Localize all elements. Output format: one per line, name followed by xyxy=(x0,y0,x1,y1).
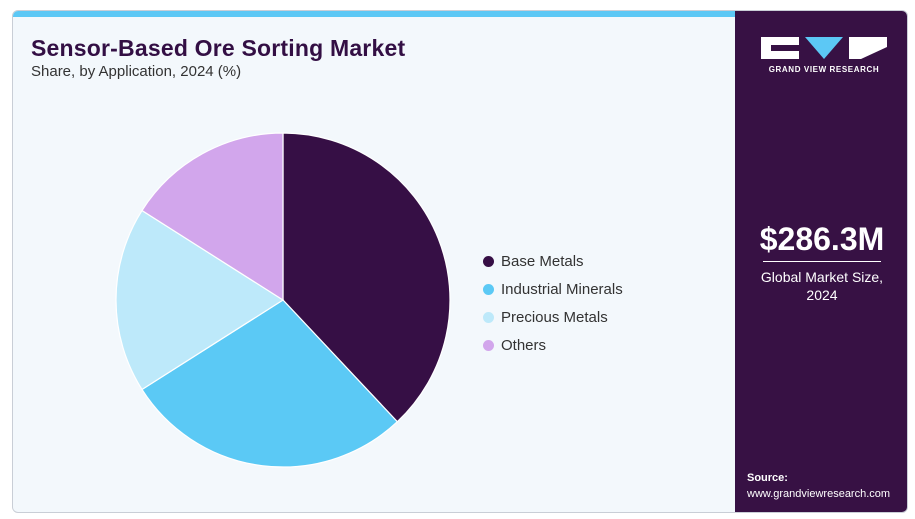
pie-slice-industrial-minerals xyxy=(141,299,399,468)
chart-title: Sensor-Based Ore Sorting Market xyxy=(31,35,406,61)
source-url: www.grandviewresearch.com xyxy=(747,488,891,500)
legend-swatch xyxy=(483,283,494,295)
accent-bar xyxy=(13,11,735,17)
pie-slice-precious-metals xyxy=(115,209,285,391)
chart-subtitle: Share, by Application, 2024 (%) xyxy=(31,63,242,80)
pie-chart xyxy=(115,132,451,468)
chart-card: Sensor-Based Ore Sorting Market Share, b… xyxy=(12,10,908,513)
legend-label: Industrial Minerals xyxy=(501,280,623,298)
market-size-divider xyxy=(763,261,881,262)
logo-text: GRAND VIEW RESEARCH xyxy=(768,65,880,74)
legend-item: Others xyxy=(483,331,623,359)
legend-swatch xyxy=(483,311,494,323)
chart-legend: Base Metals Industrial Minerals Precious M… xyxy=(483,247,623,359)
pie-slice-others xyxy=(141,132,284,302)
pie-slice-base-metals xyxy=(282,132,451,423)
legend-swatch xyxy=(483,255,494,267)
legend-item: Precious Metals xyxy=(483,303,623,331)
gvr-logo: GRAND VIEW RESEARCH xyxy=(761,35,887,85)
legend-item: Industrial Minerals xyxy=(483,275,623,303)
gvr-logo-icon xyxy=(761,37,887,59)
sidebar-panel: GRAND VIEW RESEARCH $286.3M Global Marke… xyxy=(735,11,907,512)
source-label: Source: xyxy=(747,472,788,484)
market-size-value: $286.3M xyxy=(759,221,885,257)
legend-label: Others xyxy=(501,336,547,354)
legend-label: Precious Metals xyxy=(501,308,608,326)
market-size-label: Global Market Size, 2024 xyxy=(760,269,884,303)
legend-item: Base Metals xyxy=(483,247,623,275)
legend-swatch xyxy=(483,339,494,351)
legend-label: Base Metals xyxy=(501,252,584,270)
